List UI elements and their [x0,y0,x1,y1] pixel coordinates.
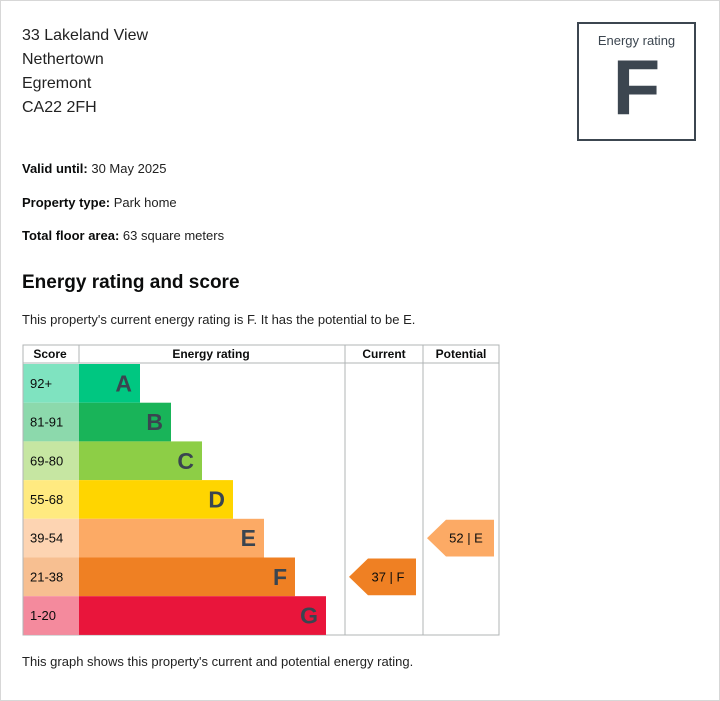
score-cell-e [23,518,79,558]
score-cell-f [23,557,79,597]
rating-bar-e [79,518,264,558]
score-label-c: 69-80 [30,453,63,468]
score-cell-b [23,402,79,442]
valid-until-value: 30 May 2025 [91,161,167,176]
header-current: Current [362,347,405,361]
energy-rating-badge-value: F [612,43,661,131]
floor-area-label: Total floor area: [22,228,120,243]
score-label-b: 81-91 [30,415,63,430]
current-rating-arrow-label: 37 | F [371,569,404,584]
property-type: Property type: Park home [22,195,177,210]
header-score: Score [33,347,67,361]
rating-bands: 92+ A 81-91 B 69-80 C 55-68 D 39-54 E 21-38 F 1-20 G [23,364,326,635]
current-rating-arrow [349,558,416,596]
address-postcode: CA22 2FH [22,99,97,116]
rating-bar-c [79,441,202,481]
property-type-label: Property type: [22,195,111,210]
rating-bar-d [79,480,233,519]
potential-rating-arrow-label: 52 | E [449,531,483,546]
score-cell-c [23,441,79,481]
score-cell-g [23,596,79,635]
valid-until: Valid until: 30 May 2025 [22,161,167,176]
rating-letter-f: F [273,564,287,590]
footer-text: This graph shows this property's current… [22,654,414,669]
rating-letter-c: C [177,448,194,474]
rating-bar-b [79,402,171,442]
address-block: 33 Lakeland View Nethertown Egremont CA2… [22,24,148,120]
header-energy-rating: Energy rating [172,347,249,361]
rating-letter-b: B [146,409,163,435]
section-title: Energy rating and score [22,272,240,293]
score-cell-a [23,364,79,403]
rating-letter-e: E [241,525,256,551]
graph-grid [22,344,500,636]
energy-rating-badge: Energy rating F [577,22,696,141]
score-label-g: 1-20 [30,608,56,623]
address-line-2: Nethertown [22,51,104,68]
score-label-d: 55-68 [30,492,63,507]
valid-until-label: Valid until: [22,161,88,176]
rating-arrows: 37 | F 52 | E [349,519,494,596]
score-label-f: 21-38 [30,569,63,584]
property-type-value: Park home [113,195,177,210]
floor-area: Total floor area: 63 square meters [22,228,224,243]
energy-rating-badge-label: Energy rating [597,33,676,48]
score-label-e: 39-54 [30,531,63,546]
intro-text: This property's current energy rating is… [22,312,416,327]
rating-letter-d: D [208,486,225,512]
header-potential: Potential [436,347,487,361]
floor-area-value: 63 square meters [122,228,225,243]
rating-letter-a: A [115,370,132,396]
rating-bar-g [79,596,326,635]
score-label-a: 92+ [30,376,52,391]
address-line-1: 33 Lakeland View [22,27,149,44]
rating-letter-g: G [300,603,318,629]
address-line-3: Egremont [22,75,92,92]
rating-bar-a [79,364,140,403]
score-cell-d [23,480,79,519]
potential-rating-arrow [427,519,494,557]
rating-bar-f [79,557,295,597]
